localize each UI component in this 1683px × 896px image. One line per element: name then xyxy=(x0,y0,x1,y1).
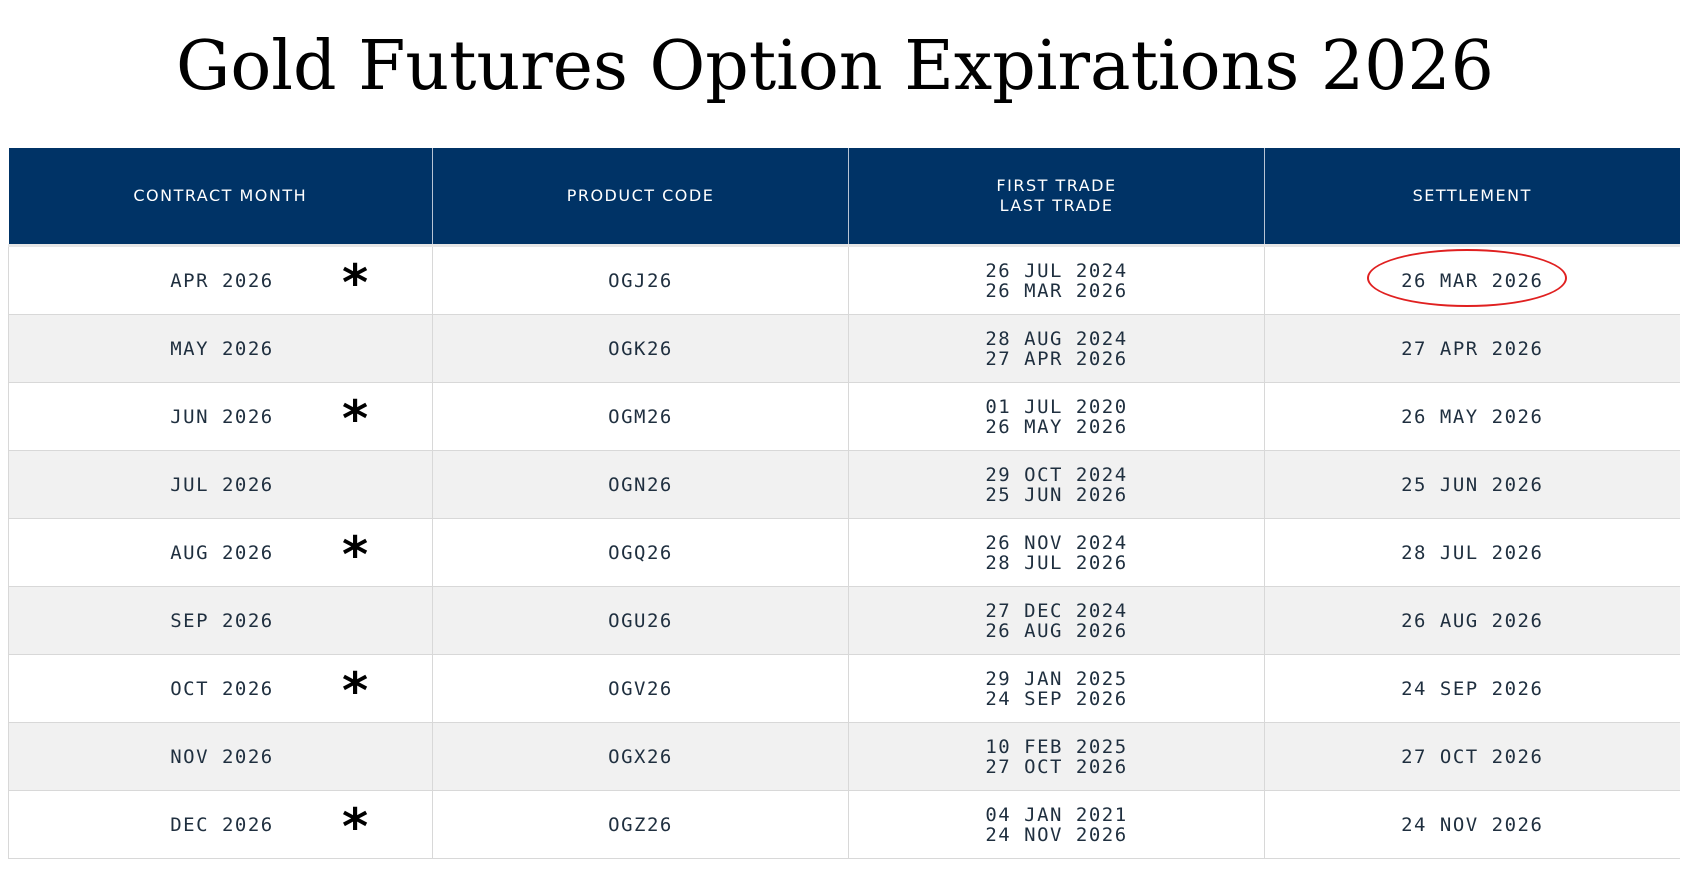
settlement-cell: 27 APR 2026 xyxy=(1264,314,1680,383)
product-code: OGN26 xyxy=(432,450,849,519)
settlement-cell: 26 MAY 2026 xyxy=(1264,382,1680,451)
last-trade-date: 24 NOV 2026 xyxy=(985,823,1128,846)
last-trade-date: 26 MAR 2026 xyxy=(985,279,1128,302)
trade-dates-cell: 04 JAN 2021 24 NOV 2026 xyxy=(848,790,1265,859)
trade-dates-cell: 28 AUG 2024 27 APR 2026 xyxy=(848,314,1265,383)
first-trade-date: 28 AUG 2024 xyxy=(985,327,1128,350)
contract-month-cell: APR 2026 * xyxy=(8,244,433,315)
contract-month-cell: DEC 2026 * xyxy=(8,790,433,859)
table-row: DEC 2026 * OGZ26 04 JAN 2021 24 NOV 2026 24 N… xyxy=(8,790,1680,859)
header-contract-month: CONTRACT MONTH xyxy=(8,148,433,246)
contract-month: JUN 2026 xyxy=(170,405,274,428)
first-trade-date: 26 JUL 2024 xyxy=(985,259,1128,282)
trade-dates-cell: 27 DEC 2024 26 AUG 2026 xyxy=(848,586,1265,655)
table-row: OCT 2026 * OGV26 29 JAN 2025 24 SEP 2026 24 S… xyxy=(8,654,1680,723)
header-product-code: PRODUCT CODE xyxy=(432,148,849,246)
asterisk-marker: * xyxy=(342,661,370,720)
contract-month-cell: MAY 2026 xyxy=(8,314,433,383)
contract-month-cell: JUL 2026 xyxy=(8,450,433,519)
first-trade-date: 26 NOV 2024 xyxy=(985,531,1128,554)
contract-month: APR 2026 xyxy=(170,269,274,292)
header-row: CONTRACT MONTH PRODUCT CODE FIRST TRADE … xyxy=(8,148,1680,246)
settlement-date: 24 NOV 2026 xyxy=(1401,813,1544,836)
last-trade-date: 27 APR 2026 xyxy=(985,347,1128,370)
contract-month-cell: JUN 2026 * xyxy=(8,382,433,451)
header-first-last-trade: FIRST TRADE LAST TRADE xyxy=(848,148,1265,246)
first-trade-date: 29 JAN 2025 xyxy=(985,667,1128,690)
settlement-cell: 24 NOV 2026 xyxy=(1264,790,1680,859)
settlement-date: 26 AUG 2026 xyxy=(1401,609,1544,632)
first-trade-date: 10 FEB 2025 xyxy=(985,735,1128,758)
contract-month: DEC 2026 xyxy=(170,813,274,836)
trade-dates-cell: 29 OCT 2024 25 JUN 2026 xyxy=(848,450,1265,519)
last-trade-date: 27 OCT 2026 xyxy=(985,755,1128,778)
settlement-cell: 27 OCT 2026 xyxy=(1264,722,1680,791)
contract-month: SEP 2026 xyxy=(170,609,274,632)
settlement-date: 24 SEP 2026 xyxy=(1401,677,1544,700)
contract-month: OCT 2026 xyxy=(170,677,274,700)
header-last-trade: LAST TRADE xyxy=(999,196,1114,215)
contract-month-cell: AUG 2026 * xyxy=(8,518,433,587)
asterisk-marker: * xyxy=(342,389,370,448)
table-body: APR 2026 * OGJ26 26 JUL 2024 26 MAR 2026 26 M… xyxy=(8,244,1680,859)
table-row: APR 2026 * OGJ26 26 JUL 2024 26 MAR 2026 26 M… xyxy=(8,244,1680,315)
product-code: OGM26 xyxy=(432,382,849,451)
contract-month: MAY 2026 xyxy=(170,337,274,360)
last-trade-date: 24 SEP 2026 xyxy=(985,687,1128,710)
trade-dates-cell: 01 JUL 2020 26 MAY 2026 xyxy=(848,382,1265,451)
contract-month: AUG 2026 xyxy=(170,541,274,564)
product-code: OGV26 xyxy=(432,654,849,723)
header-first-trade: FIRST TRADE xyxy=(996,176,1117,195)
trade-dates-cell: 10 FEB 2025 27 OCT 2026 xyxy=(848,722,1265,791)
product-code: OGU26 xyxy=(432,586,849,655)
table-row: MAY 2026 OGK26 28 AUG 2024 27 APR 2026 27 AP… xyxy=(8,314,1680,383)
settlement-date: 28 JUL 2026 xyxy=(1401,541,1544,564)
contract-month-cell: SEP 2026 xyxy=(8,586,433,655)
last-trade-date: 25 JUN 2026 xyxy=(985,483,1128,506)
header-settlement: SETTLEMENT xyxy=(1264,148,1680,246)
settlement-cell: 25 JUN 2026 xyxy=(1264,450,1680,519)
contract-month: NOV 2026 xyxy=(170,745,274,768)
asterisk-marker: * xyxy=(342,797,370,856)
settlement-date: 27 APR 2026 xyxy=(1401,337,1544,360)
first-trade-date: 27 DEC 2024 xyxy=(985,599,1128,622)
settlement-cell: 24 SEP 2026 xyxy=(1264,654,1680,723)
asterisk-marker: * xyxy=(342,525,370,584)
first-trade-date: 04 JAN 2021 xyxy=(985,803,1128,826)
expirations-table-container: CONTRACT MONTH PRODUCT CODE FIRST TRADE … xyxy=(8,148,1680,859)
product-code: OGQ26 xyxy=(432,518,849,587)
product-code: OGJ26 xyxy=(432,244,849,315)
contract-month: JUL 2026 xyxy=(170,473,274,496)
product-code: OGX26 xyxy=(432,722,849,791)
trade-dates-cell: 29 JAN 2025 24 SEP 2026 xyxy=(848,654,1265,723)
asterisk-marker: * xyxy=(342,253,370,312)
settlement-cell: 28 JUL 2026 xyxy=(1264,518,1680,587)
first-trade-date: 01 JUL 2020 xyxy=(985,395,1128,418)
product-code: OGK26 xyxy=(432,314,849,383)
contract-month-cell: NOV 2026 xyxy=(8,722,433,791)
product-code: OGZ26 xyxy=(432,790,849,859)
settlement-date: 25 JUN 2026 xyxy=(1401,473,1544,496)
page-title: Gold Futures Option Expirations 2026 xyxy=(176,27,1494,106)
table-row: NOV 2026 OGX26 10 FEB 2025 27 OCT 2026 27 OC… xyxy=(8,722,1680,791)
table-row: JUL 2026 OGN26 29 OCT 2024 25 JUN 2026 25 JU… xyxy=(8,450,1680,519)
last-trade-date: 26 AUG 2026 xyxy=(985,619,1128,642)
table-header: CONTRACT MONTH PRODUCT CODE FIRST TRADE … xyxy=(8,148,1680,246)
trade-dates-cell: 26 NOV 2024 28 JUL 2026 xyxy=(848,518,1265,587)
table-row: AUG 2026 * OGQ26 26 NOV 2024 28 JUL 2026 28 J… xyxy=(8,518,1680,587)
settlement-date: 26 MAY 2026 xyxy=(1401,405,1544,428)
contract-month-cell: OCT 2026 * xyxy=(8,654,433,723)
last-trade-date: 28 JUL 2026 xyxy=(985,551,1128,574)
table-row: JUN 2026 * OGM26 01 JUL 2020 26 MAY 2026 26 M… xyxy=(8,382,1680,451)
trade-dates-cell: 26 JUL 2024 26 MAR 2026 xyxy=(848,244,1265,315)
settlement-date: 26 MAR 2026 xyxy=(1401,269,1544,292)
last-trade-date: 26 MAY 2026 xyxy=(985,415,1128,438)
settlement-cell: 26 MAR 2026 xyxy=(1264,244,1680,315)
settlement-date: 27 OCT 2026 xyxy=(1401,745,1544,768)
expirations-table: CONTRACT MONTH PRODUCT CODE FIRST TRADE … xyxy=(8,148,1680,859)
first-trade-date: 29 OCT 2024 xyxy=(985,463,1128,486)
settlement-cell: 26 AUG 2026 xyxy=(1264,586,1680,655)
table-row: SEP 2026 OGU26 27 DEC 2024 26 AUG 2026 26 AU… xyxy=(8,586,1680,655)
